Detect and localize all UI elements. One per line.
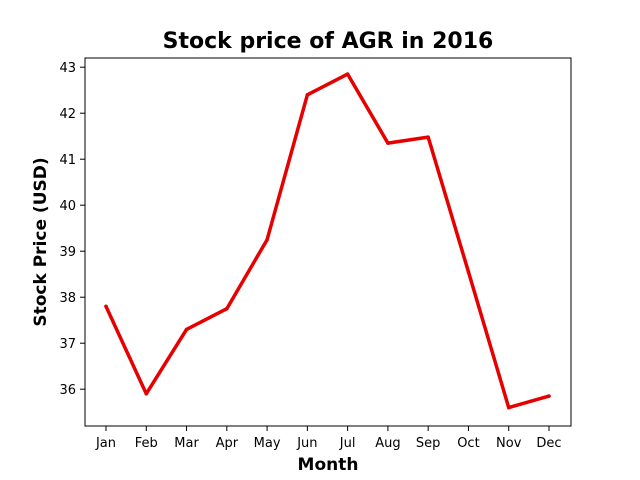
data-point [225,306,229,311]
data-point [305,93,310,97]
data-point [184,327,189,332]
data-point [104,304,108,309]
data-point [265,237,269,242]
x-tick-label: Oct [457,436,479,451]
data-point [466,270,471,274]
y-tick-label: 37 [59,337,76,352]
y-tick-label: 39 [59,245,76,260]
series-line [104,72,551,410]
plot-frame [84,57,572,427]
data-point [426,135,430,139]
x-tick-label: Nov [496,436,522,451]
y-axis-label: Stock Price (USD) [31,157,51,326]
x-tick-label: Mar [174,436,199,451]
x-tick-label: Jun [296,436,317,451]
x-tick-label: Dec [536,436,561,451]
y-tick-label: 40 [59,199,76,214]
x-tick-label: Aug [375,436,400,451]
x-tick-label: Sep [416,436,441,451]
x-tick-label: May [254,436,281,451]
y-tick-label: 43 [59,61,76,76]
x-axis-label: Month [298,455,359,475]
data-point [547,394,551,398]
y-tick-label: 38 [59,291,76,306]
chart-title: Stock price of AGR in 2016 [163,29,494,54]
x-tick-label: Jan [95,436,116,451]
x-tick-label: Jul [339,436,356,451]
y-tick-label: 36 [59,383,76,398]
data-point [386,141,390,145]
data-point [506,405,511,410]
data-point [144,392,149,396]
y-tick-label: 41 [59,153,76,168]
plot-area: Jan Feb Mar Apr May Jun Jul Aug Sep Oct Nov Dec 36 37… [59,57,572,451]
data-point [345,72,350,76]
x-tick-label: Feb [135,436,158,451]
x-tick-label: Apr [216,436,239,451]
y-tick-label: 42 [59,107,76,122]
